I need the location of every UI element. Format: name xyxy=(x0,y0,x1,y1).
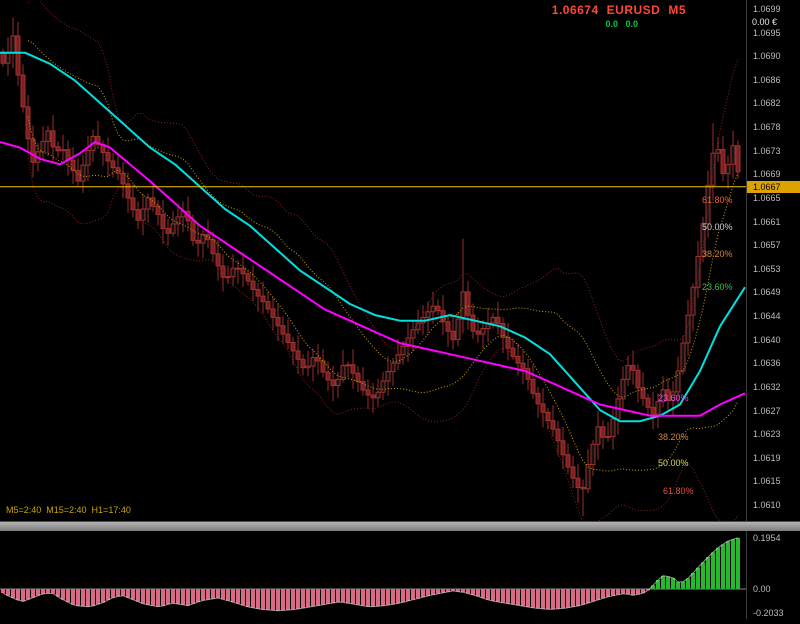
candle-wicks xyxy=(2,17,739,517)
price-axis-label: 1.0665 xyxy=(753,192,781,203)
current-price-tag: 1.0667 xyxy=(747,181,800,193)
price-axis-label: 1.0673 xyxy=(753,145,781,156)
fib-label: 23.60% xyxy=(658,393,689,403)
fib-label: 38.20% xyxy=(658,432,689,442)
histogram-contour xyxy=(2,537,739,612)
main-chart-svg[interactable]: 61.80% 50.00% 38.20% 23.60% 23.60% 38.20% 50.0… xyxy=(0,0,746,521)
price-axis-label: 1.0669 xyxy=(753,169,781,180)
candle-bodies xyxy=(0,35,741,490)
quote-line: 1.06674 EURUSD M5 xyxy=(544,3,686,17)
price-axis-label: 1.0661 xyxy=(753,216,781,227)
price-axis-label: 1.0644 xyxy=(753,311,781,322)
price-axis-label: 1.0627 xyxy=(753,405,781,416)
price-axis-label: 1.0615 xyxy=(753,476,781,487)
price-axis-label: 1.0678 xyxy=(753,122,781,133)
price-axis-label: 1.0619 xyxy=(753,452,781,463)
quote-symbol: EURUSD xyxy=(606,3,661,17)
quote-sub-values: 0.0 0.0 xyxy=(605,19,638,29)
fib-labels: 61.80% 50.00% 38.20% 23.60% 23.60% 38.20% 50.0… xyxy=(658,195,733,496)
fib-label: 23.60% xyxy=(702,282,733,292)
indicator-min-label: -0.2033 xyxy=(753,608,784,618)
price-axis-label: 1.0649 xyxy=(753,287,781,298)
price-axis-label: 1.0695 xyxy=(753,27,781,38)
histogram-bars xyxy=(1,537,740,611)
inner-bands xyxy=(27,40,739,472)
price-axis-label: 1.0690 xyxy=(753,51,781,62)
price-axis-label: 1.0623 xyxy=(753,429,781,440)
fib-label: 38.20% xyxy=(702,249,733,259)
price-axis-label: 1.0699 xyxy=(753,4,781,14)
fib-label: 61.80% xyxy=(702,195,733,205)
panel-separator[interactable] xyxy=(0,521,800,531)
ma-slow-line xyxy=(0,141,746,417)
quote-price: 1.06674 xyxy=(551,3,599,17)
main-chart-panel[interactable]: 61.80% 50.00% 38.20% 23.60% 23.60% 38.20% 50.0… xyxy=(0,0,746,521)
quote-timeframe: M5 xyxy=(668,3,686,17)
indicator-panel[interactable] xyxy=(0,531,746,619)
price-axis-label: 1.0653 xyxy=(753,263,781,274)
price-axis-label: 1.0610 xyxy=(753,500,781,511)
price-axis-label: 1.0636 xyxy=(753,358,781,369)
price-axis-label: 1.0657 xyxy=(753,240,781,251)
price-axis[interactable]: 0.00 € 1.0667 1.0699 1.0695 1.0690 1.0686 1.… xyxy=(746,0,800,521)
fib-label: 61.80% xyxy=(663,486,694,496)
price-axis-label: 1.0682 xyxy=(753,98,781,109)
price-axis-label: 1.0686 xyxy=(753,74,781,85)
fib-label: 50.00% xyxy=(702,222,733,232)
timeframe-timers: M5=2:40 M15=2:40 H1=17:40 xyxy=(6,505,131,515)
price-axis-label: 1.0632 xyxy=(753,381,781,392)
indicator-svg[interactable] xyxy=(0,531,746,619)
indicator-axis[interactable]: 0.1954 0.00 -0.2033 xyxy=(746,531,800,619)
account-value: 0.00 € xyxy=(752,17,778,27)
indicator-max-label: 0.1954 xyxy=(753,533,781,543)
fib-label: 50.00% xyxy=(658,458,689,468)
indicator-zero-label: 0.00 xyxy=(753,584,771,594)
ma-fast-line xyxy=(0,51,746,423)
outer-bands xyxy=(27,0,739,521)
price-axis-label: 1.0640 xyxy=(753,334,781,345)
